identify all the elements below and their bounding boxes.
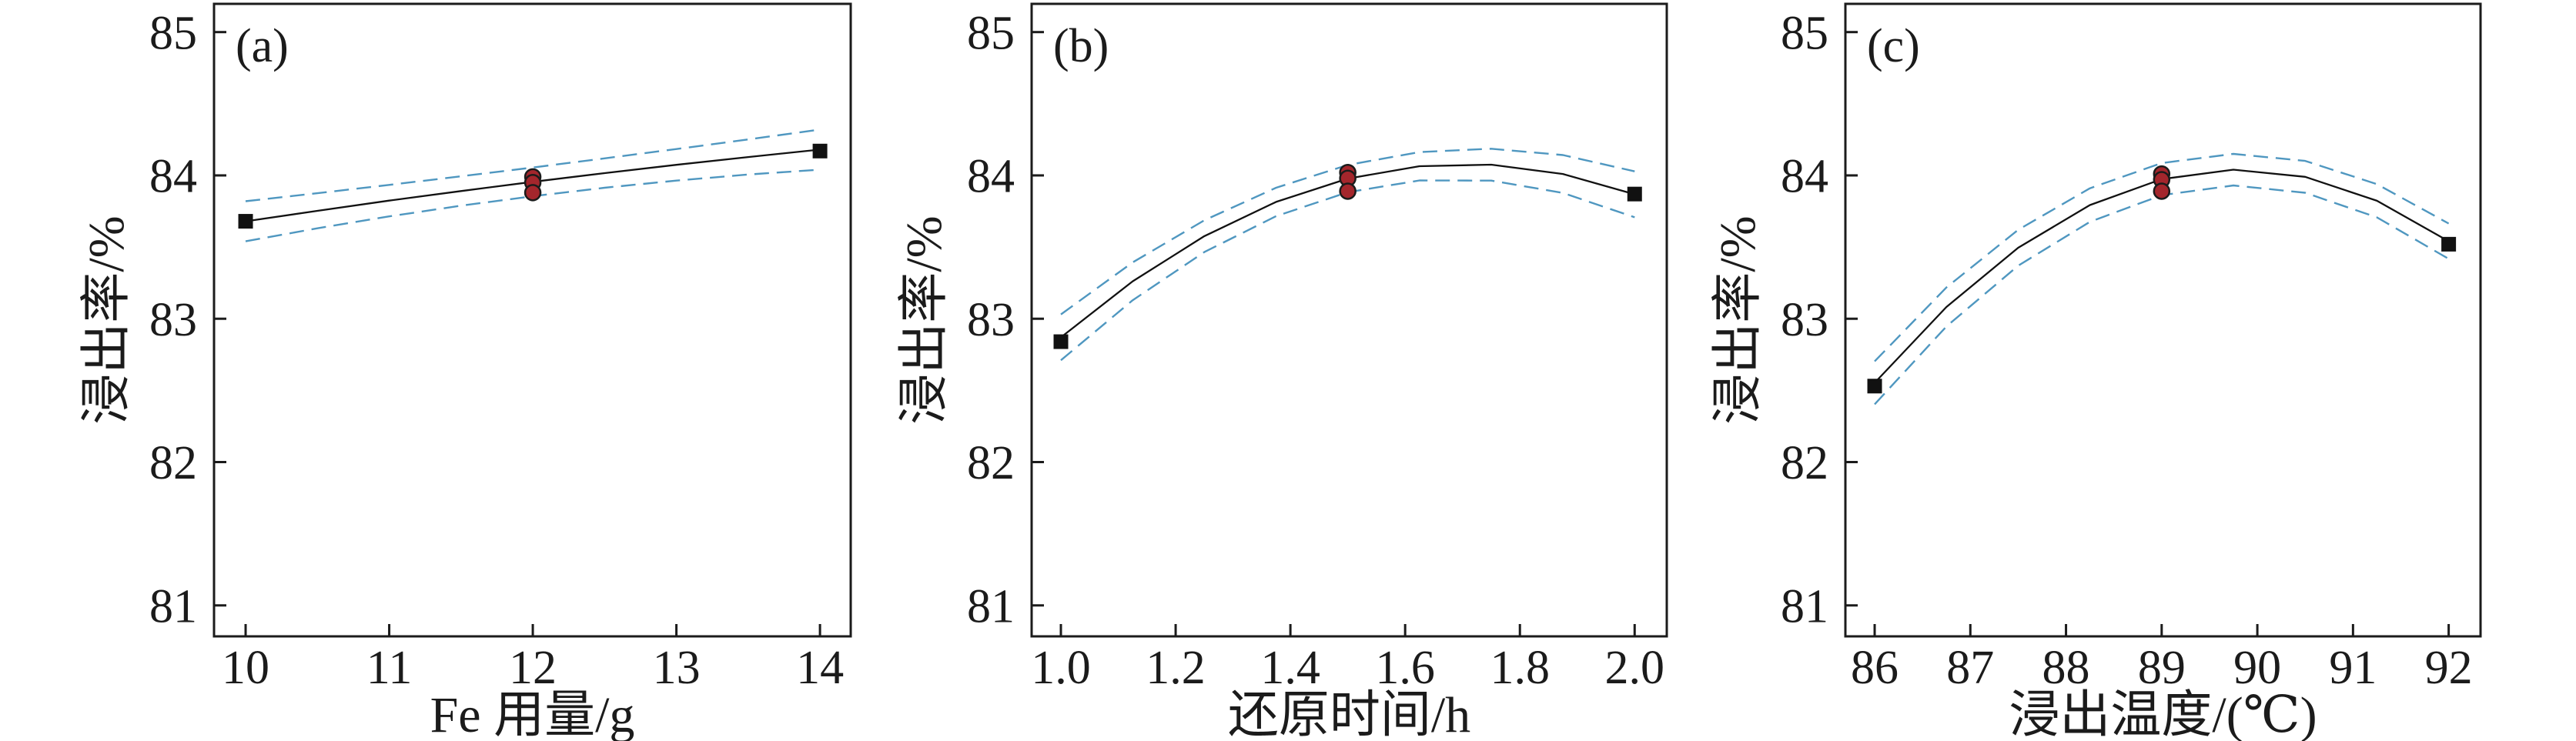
design-point-square <box>238 214 253 229</box>
x-tick-label: 87 <box>1946 642 1994 694</box>
x-tick-label: 1.2 <box>1146 642 1206 694</box>
chart-panel-c: 81 82 83 84 85 86 87 88 89 90 91 92 浸出温度/(℃) 浸出率/% (c) <box>1710 2 2482 741</box>
design-point-square <box>2441 236 2457 252</box>
x-tick-label: 88 <box>2042 642 2090 694</box>
design-point-square <box>812 143 828 159</box>
y-tick-label: 81 <box>967 580 1015 633</box>
x-axis-title: 浸出温度/(℃) <box>2009 687 2317 741</box>
panel-label: (b) <box>1053 20 1109 72</box>
y-tick-label: 85 <box>967 7 1015 59</box>
confidence-lower-path <box>1060 179 1635 362</box>
y-axis-title: 浸出率/% <box>896 215 952 424</box>
y-tick-label: 81 <box>1781 580 1828 633</box>
x-tick-label: 10 <box>222 642 269 694</box>
plot-frame <box>1030 2 1668 638</box>
y-tick-label: 84 <box>149 151 197 203</box>
y-tick-label: 82 <box>1781 437 1828 489</box>
design-point-square <box>1867 379 1882 394</box>
x-tick-label: 12 <box>509 642 557 694</box>
y-tick-label: 85 <box>1781 7 1828 59</box>
panel-label: (c) <box>1867 20 1920 72</box>
confidence-upper-path <box>1874 152 2450 362</box>
x-tick-label: 86 <box>1851 642 1899 694</box>
y-tick-label: 84 <box>967 151 1015 203</box>
x-tick-label: 92 <box>2425 642 2473 694</box>
x-tick-label: 89 <box>2138 642 2186 694</box>
x-tick-label: 91 <box>2329 642 2377 694</box>
x-tick-label: 1.4 <box>1260 642 1320 694</box>
y-tick-label: 85 <box>149 7 197 59</box>
x-tick-label: 90 <box>2233 642 2281 694</box>
y-tick-label: 81 <box>149 580 197 633</box>
x-tick-label: 1.8 <box>1490 642 1550 694</box>
y-tick-label: 83 <box>967 294 1015 346</box>
x-tick-label: 1.6 <box>1375 642 1435 694</box>
center-point-circle <box>1339 182 1357 200</box>
x-axis-title: Fe 用量/g <box>430 687 635 741</box>
x-tick-label: 13 <box>653 642 701 694</box>
center-point-circle <box>524 184 542 202</box>
y-axis-title: 浸出率/% <box>1710 215 1766 424</box>
y-axis-title: 浸出率/% <box>79 215 135 424</box>
y-tick-label: 83 <box>1781 294 1828 346</box>
x-tick-label: 14 <box>796 642 844 694</box>
x-tick-label: 2.0 <box>1605 642 1665 694</box>
x-tick-label: 1.0 <box>1031 642 1091 694</box>
plot-frame <box>212 2 852 638</box>
y-tick-label: 82 <box>967 437 1015 489</box>
x-tick-label: 11 <box>366 642 413 694</box>
design-point-square <box>1627 186 1642 202</box>
chart-panel-a: 81 82 83 84 85 10 11 12 13 14 Fe 用量/g 浸出率/% (a) <box>79 2 852 741</box>
chart-panel-b: 81 82 83 84 85 1.0 1.2 1.4 1.6 1.8 2.0 还原时间/h 浸出率/% (… <box>896 2 1668 741</box>
center-point-circle <box>2153 182 2171 200</box>
y-tick-label: 83 <box>149 294 197 346</box>
y-tick-label: 84 <box>1781 151 1828 203</box>
plot-frame <box>1844 2 2482 638</box>
panel-label: (a) <box>236 20 289 72</box>
confidence-upper-path <box>245 129 821 202</box>
x-axis-title: 还原时间/h <box>1228 687 1470 741</box>
design-point-square <box>1053 334 1069 349</box>
y-tick-label: 82 <box>149 437 197 489</box>
